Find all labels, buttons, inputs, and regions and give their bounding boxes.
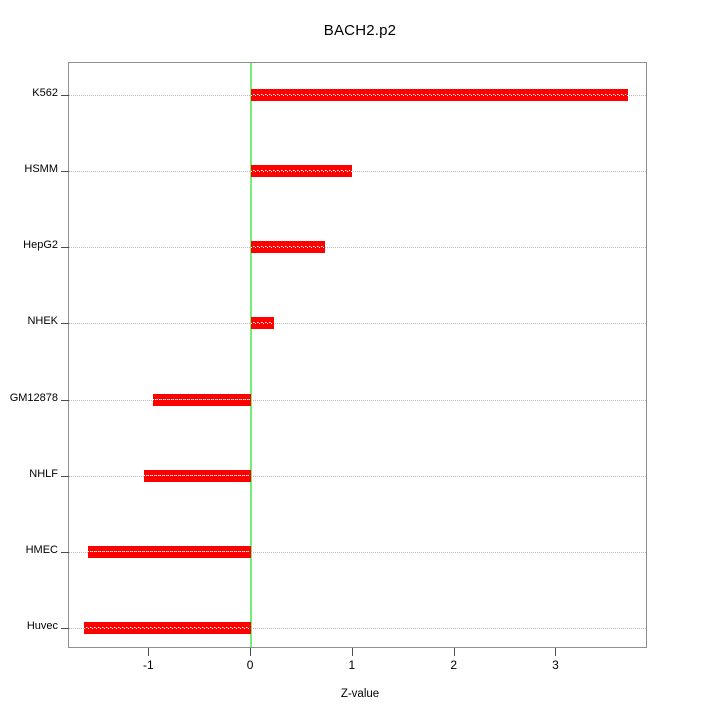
y-axis-tick-label: NHLF bbox=[29, 467, 58, 480]
y-axis-tick bbox=[61, 399, 69, 401]
gridline bbox=[69, 551, 646, 553]
x-axis-tick bbox=[250, 648, 252, 656]
bar bbox=[84, 622, 252, 634]
bar-pattern bbox=[146, 474, 250, 476]
x-axis-title: Z-value bbox=[340, 688, 380, 700]
gridline bbox=[69, 628, 646, 629]
x-axis-tick bbox=[555, 648, 557, 656]
bar bbox=[251, 165, 352, 178]
y-axis-tick-label: Huvec bbox=[26, 620, 58, 632]
y-axis-tick-label: HepG2 bbox=[23, 239, 58, 252]
x-axis-tick bbox=[148, 648, 150, 656]
y-axis-tick bbox=[61, 323, 69, 325]
gridline bbox=[69, 171, 646, 173]
bar-pattern bbox=[155, 398, 250, 400]
bar-pattern bbox=[253, 246, 324, 248]
x-axis-tick-label: 2 bbox=[450, 658, 457, 672]
bar-pattern bbox=[253, 94, 626, 95]
zero-reference-line bbox=[250, 63, 253, 647]
y-axis-tick-label: NHEK bbox=[27, 315, 58, 328]
gridline bbox=[69, 247, 646, 249]
y-axis-tick-label: GM12878 bbox=[9, 391, 58, 404]
x-axis-tick-label: 1 bbox=[348, 658, 356, 672]
y-axis-tick bbox=[61, 475, 69, 477]
bar bbox=[153, 393, 252, 406]
bar bbox=[251, 241, 326, 254]
x-axis-tick-label: -1 bbox=[143, 658, 154, 672]
plot-area bbox=[61, 62, 647, 648]
x-axis-tick bbox=[453, 648, 455, 656]
bar bbox=[251, 89, 628, 101]
y-axis-tick bbox=[61, 551, 69, 553]
y-axis-tick-label: HMEC bbox=[25, 543, 58, 556]
y-axis-tick bbox=[61, 171, 69, 173]
bar bbox=[144, 469, 252, 482]
y-axis-tick bbox=[61, 247, 69, 249]
gridline bbox=[69, 399, 646, 401]
y-axis-tick bbox=[61, 628, 69, 629]
gridline bbox=[69, 323, 646, 325]
x-axis-tick-label: 0 bbox=[246, 658, 254, 672]
y-axis-tick-label: HSMM bbox=[24, 163, 58, 176]
chart-title: BACH2.p2 bbox=[323, 22, 397, 39]
bar bbox=[251, 317, 274, 330]
bar-pattern bbox=[90, 550, 250, 552]
x-axis-tick bbox=[351, 648, 353, 656]
bar bbox=[88, 545, 252, 558]
bar-pattern bbox=[253, 322, 272, 324]
x-axis-tick-label: 3 bbox=[552, 658, 559, 672]
y-axis-tick bbox=[61, 95, 69, 96]
y-axis-tick-label: K562 bbox=[32, 87, 58, 99]
gridline bbox=[69, 475, 646, 477]
bar-pattern bbox=[253, 170, 350, 172]
bar-pattern bbox=[86, 627, 250, 628]
